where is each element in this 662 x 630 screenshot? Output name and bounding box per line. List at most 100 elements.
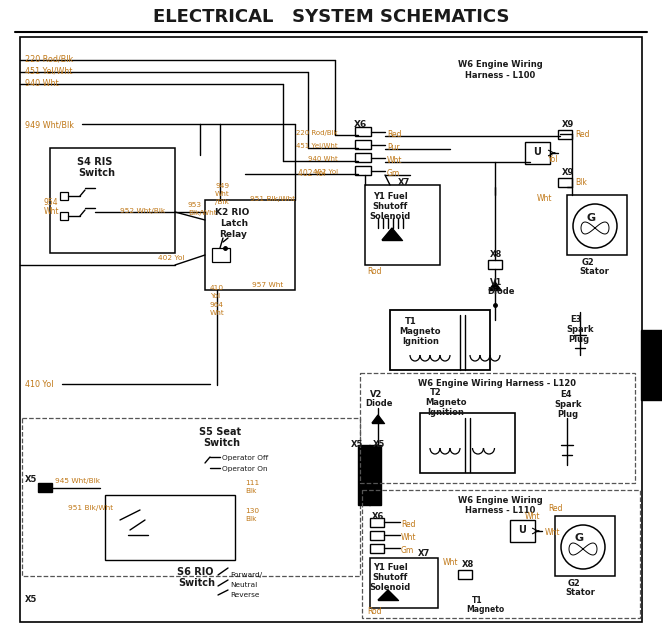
Bar xyxy=(22,418,360,576)
Text: Spark: Spark xyxy=(554,400,581,409)
Text: X5: X5 xyxy=(25,595,37,604)
Bar xyxy=(488,260,502,269)
Text: Wht: Wht xyxy=(443,558,459,567)
Text: Switch: Switch xyxy=(179,578,216,588)
Text: 220 Rod/Blk: 220 Rod/Blk xyxy=(297,130,338,136)
Bar xyxy=(365,185,440,265)
Text: Gm: Gm xyxy=(387,169,401,178)
Text: 949: 949 xyxy=(215,183,229,189)
Text: U: U xyxy=(533,147,541,157)
Text: 451 Yel/Wht: 451 Yel/Wht xyxy=(297,143,338,149)
Text: Pur: Pur xyxy=(387,143,400,152)
Text: Stator: Stator xyxy=(565,588,595,597)
Text: Diode: Diode xyxy=(365,399,393,408)
Polygon shape xyxy=(372,415,384,423)
Text: 951 Blk/Wht: 951 Blk/Wht xyxy=(68,505,113,511)
Text: X6: X6 xyxy=(372,512,385,521)
Text: W6 Engine Wiring: W6 Engine Wiring xyxy=(457,60,542,69)
Text: Yol: Yol xyxy=(548,155,559,164)
Text: G: G xyxy=(587,213,596,223)
Text: G: G xyxy=(575,533,584,543)
Polygon shape xyxy=(378,590,398,600)
Bar xyxy=(355,153,371,162)
Text: 940 Wht: 940 Wht xyxy=(25,79,59,88)
Bar xyxy=(60,212,68,220)
Bar xyxy=(360,373,635,483)
Bar xyxy=(370,544,384,553)
Text: Plug: Plug xyxy=(557,410,578,419)
Text: U: U xyxy=(518,525,526,535)
Text: Forward/: Forward/ xyxy=(230,572,262,578)
Text: 964: 964 xyxy=(210,302,224,308)
Text: Red: Red xyxy=(401,520,416,529)
Bar xyxy=(641,330,662,400)
Bar xyxy=(205,200,295,290)
Text: Blk: Blk xyxy=(575,178,587,187)
Text: 952 Wht/Blk: 952 Wht/Blk xyxy=(120,208,165,214)
Text: Red: Red xyxy=(548,504,563,513)
Text: Wht: Wht xyxy=(387,156,402,165)
Text: T2: T2 xyxy=(430,388,442,397)
Text: Latch: Latch xyxy=(220,219,248,228)
Text: Red: Red xyxy=(575,130,589,139)
Text: 949 Wht/Blk: 949 Wht/Blk xyxy=(25,120,74,129)
Text: Y1 Fuel: Y1 Fuel xyxy=(373,192,407,201)
Bar xyxy=(558,130,572,139)
Text: 402 Yol: 402 Yol xyxy=(313,169,338,175)
Text: X8: X8 xyxy=(462,560,474,569)
Bar xyxy=(525,142,550,164)
Bar xyxy=(370,558,438,608)
Text: Diode: Diode xyxy=(487,287,514,296)
Text: Y1 Fuel: Y1 Fuel xyxy=(373,563,407,572)
Text: Relay: Relay xyxy=(219,230,247,239)
Bar xyxy=(420,413,515,473)
Text: T1: T1 xyxy=(472,596,483,605)
Text: X5: X5 xyxy=(373,440,385,449)
Text: Magneto: Magneto xyxy=(399,327,440,336)
Text: 111: 111 xyxy=(245,480,260,486)
Text: 220 Rod/Blk: 220 Rod/Blk xyxy=(25,55,73,64)
Bar xyxy=(555,516,615,576)
Text: Solenoid: Solenoid xyxy=(369,583,410,592)
Text: Magneto: Magneto xyxy=(466,605,504,614)
Text: Shutoff: Shutoff xyxy=(372,573,408,582)
Text: 957 Wht: 957 Wht xyxy=(252,282,283,288)
Text: E3: E3 xyxy=(570,315,581,324)
Text: Red: Red xyxy=(387,130,401,139)
Text: Rod: Rod xyxy=(367,267,381,276)
Text: G2: G2 xyxy=(582,258,594,267)
Bar xyxy=(567,195,627,255)
Bar xyxy=(370,518,384,527)
Text: S5 Seat: S5 Seat xyxy=(199,427,241,437)
Bar xyxy=(355,166,371,175)
Text: V1: V1 xyxy=(490,278,502,287)
Text: Reverse: Reverse xyxy=(230,592,260,598)
Bar xyxy=(105,495,235,560)
Text: Magneto: Magneto xyxy=(425,398,467,407)
Text: 945 Wht/Blk: 945 Wht/Blk xyxy=(55,478,100,484)
Text: Harness - L100: Harness - L100 xyxy=(465,71,535,80)
Text: Wht: Wht xyxy=(215,191,230,197)
Text: 953: 953 xyxy=(188,202,202,208)
Polygon shape xyxy=(489,282,501,290)
Text: Operator Off: Operator Off xyxy=(222,455,268,461)
Text: Blk: Blk xyxy=(245,488,256,494)
Text: Wht: Wht xyxy=(545,528,561,537)
Text: V2: V2 xyxy=(370,390,383,399)
Text: Spark: Spark xyxy=(566,325,594,334)
Text: Rod: Rod xyxy=(367,607,381,616)
Text: Shutoff: Shutoff xyxy=(372,202,408,211)
Bar xyxy=(50,148,175,253)
Text: X8: X8 xyxy=(490,250,502,259)
Text: Switch: Switch xyxy=(79,168,115,178)
Text: 451 Yel/Wht: 451 Yel/Wht xyxy=(25,67,72,76)
Text: 402 Yol: 402 Yol xyxy=(158,255,185,261)
Text: Switch: Switch xyxy=(203,438,240,448)
Text: Operator On: Operator On xyxy=(222,466,267,472)
Text: Plug: Plug xyxy=(568,335,589,344)
Text: E4: E4 xyxy=(560,390,571,399)
Text: ELECTRICAL   SYSTEM SCHEMATICS: ELECTRICAL SYSTEM SCHEMATICS xyxy=(153,8,509,26)
Bar xyxy=(458,570,472,579)
Text: 951 Blk/Wht: 951 Blk/Wht xyxy=(250,196,295,202)
Text: Neutral: Neutral xyxy=(230,582,258,588)
